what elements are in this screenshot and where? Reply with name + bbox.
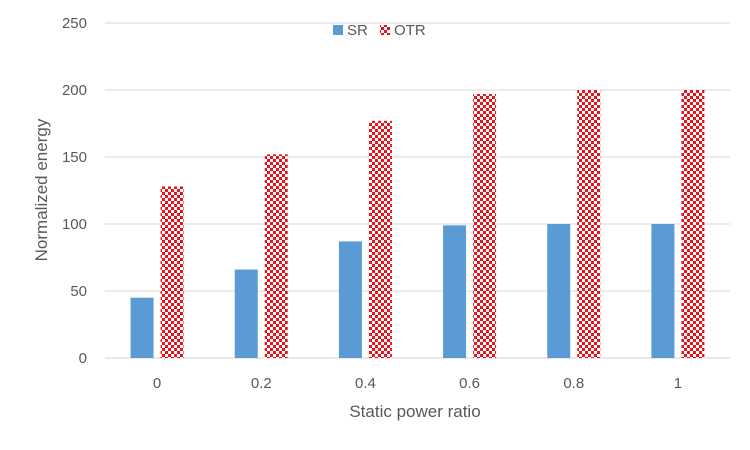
legend-label-otr: OTR <box>394 22 426 39</box>
bar-sr <box>651 224 675 358</box>
bar-otr <box>473 94 497 359</box>
x-tick-label: 0.2 <box>251 375 272 392</box>
tick-labels: 0 50 100 150 200 250 0 0.2 0.4 0.6 0.8 1 <box>62 15 682 392</box>
y-tick-label: 250 <box>62 15 87 32</box>
y-axis-title: Normalized energy <box>32 118 51 261</box>
bar-sr <box>234 269 258 358</box>
bar-otr <box>577 90 601 358</box>
x-axis-title: Static power ratio <box>349 402 480 421</box>
y-tick-label: 150 <box>62 149 87 166</box>
bar-otr <box>368 120 392 358</box>
gridlines <box>105 22 730 359</box>
x-tick-label: 0.4 <box>355 375 376 392</box>
x-tick-label: 0.6 <box>459 375 480 392</box>
x-tick-label: 0 <box>153 375 161 392</box>
y-tick-label: 0 <box>79 350 87 367</box>
y-tick-label: 200 <box>62 82 87 99</box>
y-tick-label: 100 <box>62 216 87 233</box>
bar-sr <box>547 224 571 358</box>
legend-swatch-sr <box>333 25 343 35</box>
y-tick-label: 50 <box>70 283 87 300</box>
legend-label-sr: SR <box>347 22 368 39</box>
bar-sr <box>443 225 467 358</box>
bars <box>130 90 705 359</box>
legend-swatch-otr <box>380 25 390 35</box>
bar-otr <box>160 186 184 358</box>
bar-sr <box>130 297 154 358</box>
bar-otr <box>264 154 288 358</box>
legend: SR OTR <box>333 22 426 39</box>
x-tick-label: 1 <box>674 375 682 392</box>
x-tick-label: 0.8 <box>563 375 584 392</box>
bar-sr <box>338 241 362 358</box>
bar-otr <box>681 90 705 358</box>
